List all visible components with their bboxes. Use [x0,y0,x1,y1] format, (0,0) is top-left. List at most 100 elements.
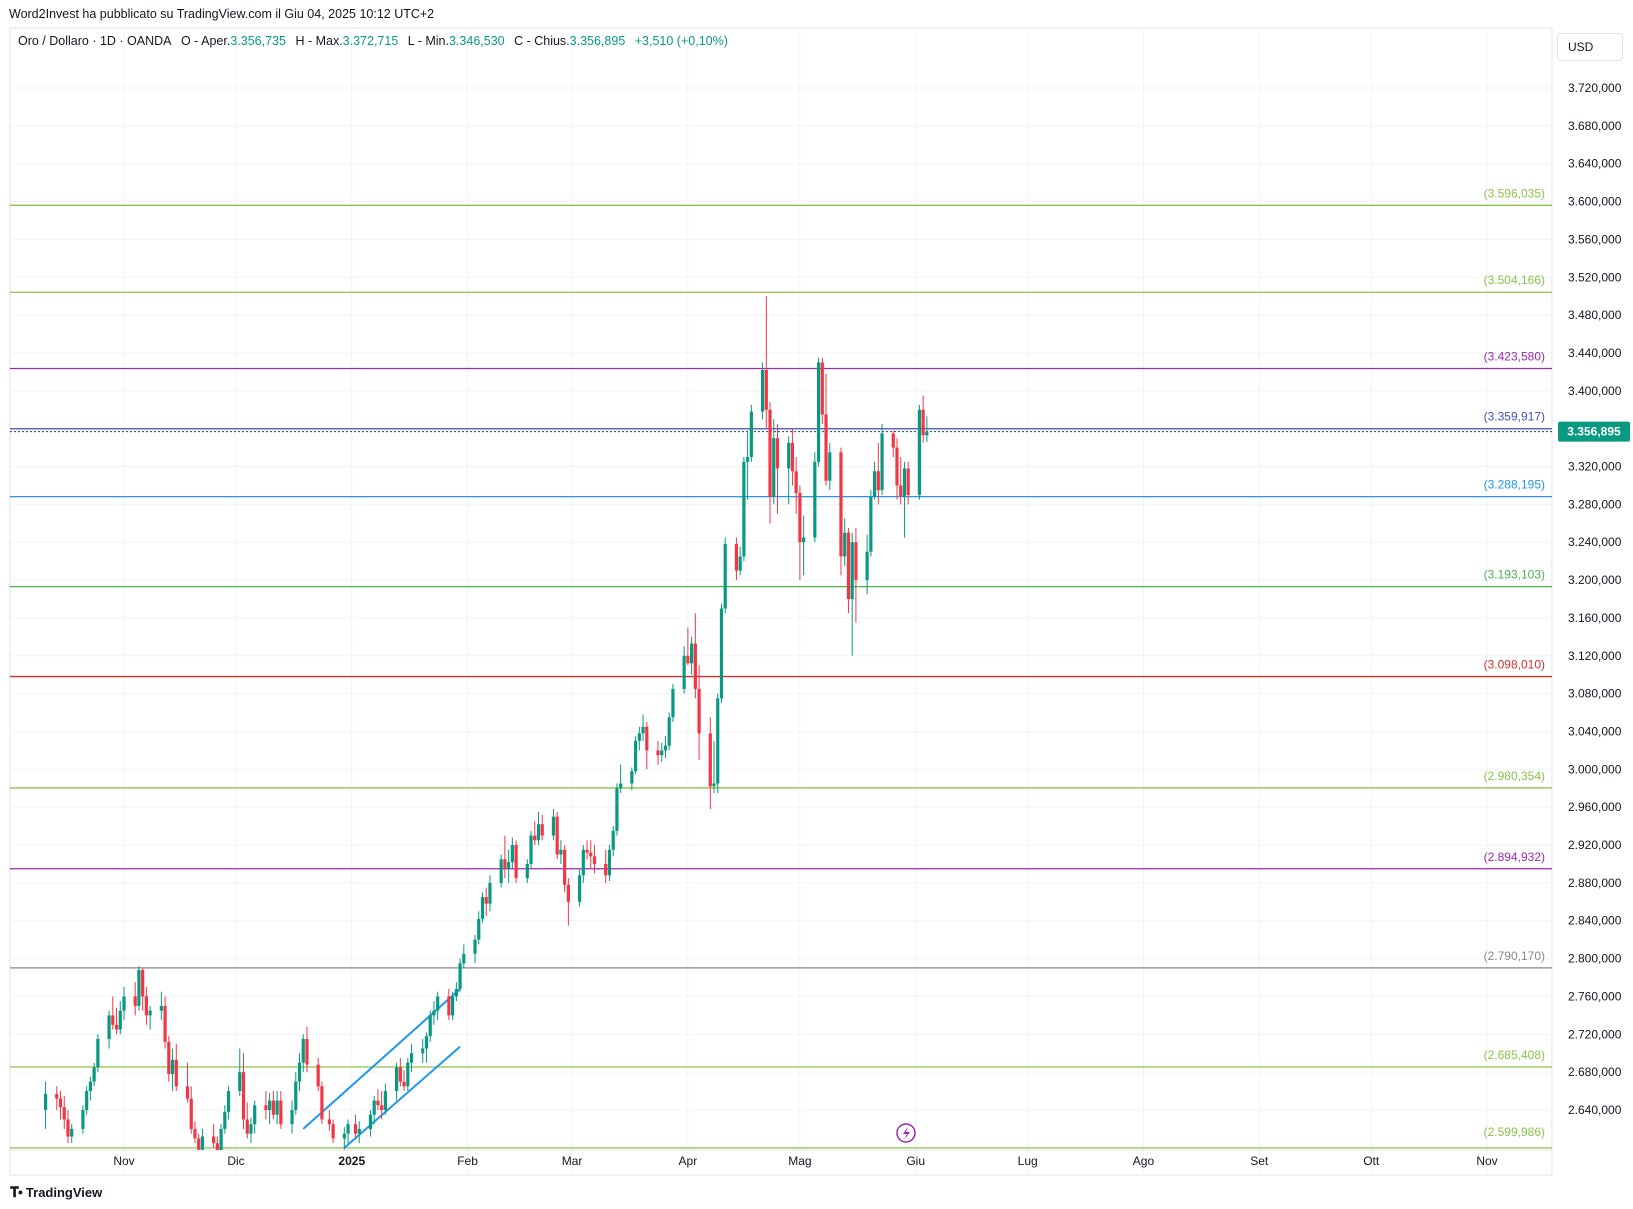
candle-body [660,750,664,756]
candle-body [540,824,544,836]
candle [746,430,750,500]
candle-body [619,783,623,789]
candle [846,528,851,614]
candle-body [488,882,492,904]
candle-body [436,996,440,1011]
candle-body [604,863,608,876]
candle-body [921,409,925,436]
candle [398,1057,402,1087]
y-tick-label: 3.080,000 [1568,687,1622,701]
y-tick-label: 3.440,000 [1568,346,1622,360]
candle [92,1062,96,1087]
y-tick-label: 3.320,000 [1568,460,1622,474]
candle [383,1083,387,1115]
candle-body [880,433,884,491]
candle-body [719,608,724,699]
candle [436,991,440,1021]
candle-body [764,369,768,410]
candle [297,1053,302,1092]
candle-body [734,544,739,571]
candle-body [241,1072,246,1120]
candle [451,991,455,1021]
candle-body [133,996,137,1006]
candle [81,1105,85,1134]
candle-body [118,1010,122,1030]
candle-body [163,1005,167,1042]
level-label: (3.193,103) [1484,568,1545,582]
candle [663,736,668,758]
candle [107,1010,111,1049]
candle-body [305,1039,309,1065]
lightning-icon[interactable] [896,1123,916,1143]
candle [641,714,645,741]
candle-body [790,442,795,472]
candle [58,1091,63,1120]
candle-body [850,542,854,599]
candle-body [533,835,537,841]
candle-body [245,1119,249,1134]
candle-body [357,1128,361,1134]
candle-body [865,551,869,581]
level-label: (2.685,408) [1484,1048,1545,1062]
candle-body [372,1100,376,1115]
tradingview-logo[interactable]: 𝐓• TradingView [10,1184,102,1201]
candle-body [514,845,518,879]
y-tick-label: 2.640,000 [1568,1103,1622,1117]
candle [772,419,776,505]
candle [540,814,544,841]
candle [555,811,559,860]
candle-body [454,988,458,997]
candle-body [447,996,451,1016]
x-tick-label: 2025 [338,1154,365,1168]
lightning-icon-bolt [903,1127,910,1140]
candle [708,717,712,810]
candle-body [566,884,570,902]
candle [671,684,675,723]
candle-body [88,1081,92,1092]
candle [458,958,462,992]
candle [96,1034,100,1073]
candle [428,1010,432,1042]
candle-body [406,1062,410,1087]
candle-body [376,1100,380,1106]
candle [787,436,791,505]
candle-body [902,468,907,497]
candle [895,438,899,500]
candle [301,1034,305,1073]
candle [559,840,563,864]
candle [432,1001,436,1025]
candle [118,1001,122,1035]
candle [488,875,492,912]
candle-body [223,1111,227,1129]
candle-body [895,447,899,486]
candle-body [327,1119,331,1125]
candle-body [682,655,686,689]
candle-body [716,698,720,784]
candles [43,296,929,1150]
candle [891,430,895,458]
candle [566,878,570,926]
trend-channel-lower [343,1045,461,1149]
level-label: (2.980,354) [1484,769,1545,783]
currency-button[interactable]: USD [1557,33,1623,61]
candle [768,402,772,524]
candle [503,835,507,879]
candle-body [510,845,514,863]
candle-body [395,1067,399,1092]
current-price-tag-label: 3.356,895 [1567,425,1621,439]
candle-body [197,1138,201,1150]
candle-body [424,1036,429,1049]
candle [645,722,649,770]
legend-symbol[interactable]: Oro / Dollaro · 1D · OANDA [18,34,172,48]
candle [563,845,567,893]
candle-body [432,1010,436,1016]
candle-body [421,1048,425,1054]
candle [346,1119,350,1144]
candle [212,1124,216,1148]
x-tick-label: Nov [1476,1154,1497,1168]
tradingview-logo-icon: 𝐓• [10,1184,23,1200]
candle [529,830,533,869]
candle [279,1091,283,1129]
candle-body [503,859,507,869]
